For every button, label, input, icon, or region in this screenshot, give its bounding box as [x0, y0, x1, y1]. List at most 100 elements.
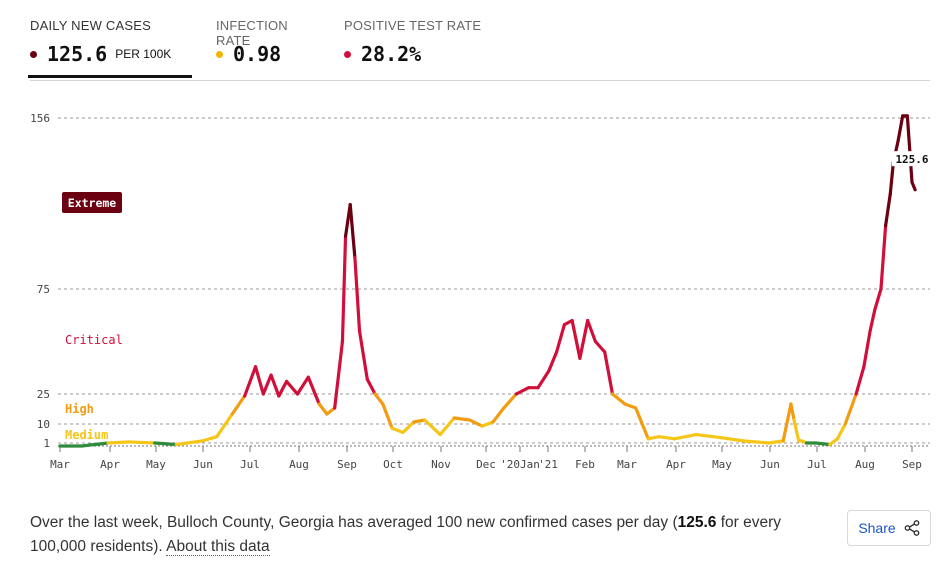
x-tick-label: Apr	[100, 458, 120, 471]
series-segment	[586, 318, 598, 344]
series-segment	[340, 234, 348, 344]
risk-label-critical: Critical	[65, 333, 123, 347]
series-segment	[873, 287, 883, 312]
tab-value: 125.6	[47, 42, 108, 66]
summary-text: Over the last week, Bulloch County, Geor…	[30, 511, 820, 559]
series-segment	[325, 406, 337, 416]
risk-label-extreme-badge	[62, 192, 122, 213]
y-tick-label: 1	[43, 437, 50, 450]
series-segment	[128, 440, 157, 445]
series-segment	[452, 416, 472, 422]
x-tick-label: Sep	[902, 458, 922, 471]
x-tick-label: Mar	[50, 458, 70, 471]
series-segment	[570, 318, 582, 360]
metric-tabs: DAILY NEW CASES 125.6 PER 100K INFECTION…	[28, 0, 930, 81]
series-segment	[634, 406, 650, 441]
y-tick-label: 25	[37, 388, 50, 401]
series-segment	[514, 386, 531, 396]
series-segment	[201, 435, 219, 443]
series-segment	[862, 329, 872, 369]
series-segment	[253, 365, 265, 396]
series-segment	[269, 373, 281, 398]
x-tick-label: May	[146, 458, 166, 471]
tab-positive-test-rate[interactable]: POSITIVE TEST RATE 28.2%	[344, 18, 484, 78]
series-segment	[792, 418, 801, 443]
about-data-link[interactable]: About this data	[166, 538, 270, 556]
risk-label-medium: Medium	[65, 428, 108, 442]
x-tick-label: Aug	[855, 458, 875, 471]
series-segment	[215, 412, 234, 439]
series-dot-icon	[216, 50, 223, 58]
x-tick-label: May	[712, 458, 732, 471]
active-tab-indicator	[28, 75, 192, 78]
series-segment	[657, 435, 677, 441]
series-segment	[277, 379, 289, 398]
x-tick-label: Aug	[289, 458, 309, 471]
series-segment	[879, 224, 888, 291]
x-tick-label: Feb	[575, 458, 595, 471]
x-tick-label: Jun	[760, 458, 780, 471]
series-dot-icon	[344, 50, 351, 58]
series-segment	[843, 392, 858, 426]
summary-lead: Over the last week, Bulloch County, Geor…	[30, 514, 678, 531]
tab-daily-new-cases[interactable]: DAILY NEW CASES 125.6 PER 100K	[28, 18, 192, 78]
x-tick-label: Dec	[476, 458, 496, 471]
tab-title: INFECTION RATE	[216, 18, 288, 48]
series-segment	[153, 441, 178, 447]
series-segment	[767, 439, 785, 445]
x-tick-label: Sep	[337, 458, 357, 471]
x-tick-label: Jun	[193, 458, 213, 471]
series-segment	[868, 308, 877, 333]
summary-tail: for every 100,000 residents).	[30, 514, 782, 555]
tab-title: DAILY NEW CASES	[30, 18, 151, 33]
series-segment	[412, 418, 427, 424]
series-segment	[888, 160, 895, 196]
series-segment	[814, 441, 832, 447]
x-tick-label: Apr	[666, 458, 686, 471]
series-segment	[603, 350, 615, 396]
y-tick-label: 10	[37, 418, 50, 431]
series-segment	[106, 440, 132, 445]
series-dot-icon	[30, 50, 37, 58]
series-segment	[646, 435, 661, 441]
x-tick-label: Nov	[431, 458, 451, 471]
series-segment	[390, 426, 405, 435]
x-tick-label: Jul	[240, 458, 260, 471]
series-segment	[261, 373, 273, 396]
series-segment	[480, 420, 495, 428]
series-segment	[381, 402, 394, 430]
series-segment	[174, 439, 205, 447]
share-button[interactable]: Share	[847, 510, 931, 546]
end-value-label-bg	[892, 151, 932, 167]
tab-infection-rate[interactable]: INFECTION RATE 0.98	[216, 18, 326, 78]
series-segment	[491, 406, 506, 424]
x-tick-label: '20Jan	[500, 458, 540, 471]
series-segment	[401, 420, 416, 435]
tab-value: 0.98	[233, 42, 282, 66]
y-tick-label: 156	[30, 112, 50, 125]
series-segment	[789, 402, 796, 422]
series-segment	[555, 323, 566, 354]
series-segment	[741, 439, 771, 445]
series-segment	[80, 441, 110, 448]
series-segment	[333, 339, 345, 410]
x-tick-label: '21	[538, 458, 558, 471]
series-segment	[884, 192, 892, 228]
y-tick-label: 75	[37, 283, 50, 296]
series-segment	[357, 329, 369, 381]
series-segment	[284, 379, 300, 396]
series-segment	[243, 365, 258, 398]
tab-value: 28.2%	[361, 42, 422, 66]
series-segment	[781, 402, 793, 443]
series-segment	[547, 350, 559, 373]
series-segment	[438, 416, 456, 437]
series-segment	[905, 114, 914, 184]
series-segment	[306, 375, 321, 406]
risk-label-high: High	[65, 402, 94, 416]
series-segment	[502, 392, 518, 410]
series-segment	[578, 318, 590, 360]
x-tick-label: Oct	[383, 458, 403, 471]
series-segment	[536, 369, 551, 390]
x-tick-label: Jul	[807, 458, 827, 471]
series-segment	[468, 418, 484, 428]
